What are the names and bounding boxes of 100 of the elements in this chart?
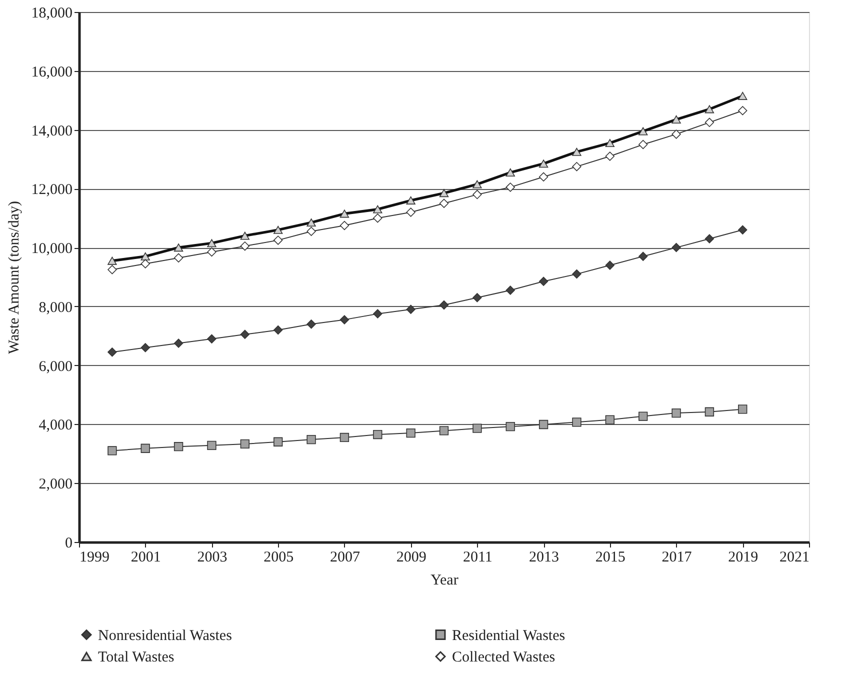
point bbox=[240, 232, 250, 240]
point bbox=[704, 105, 714, 114]
x-axis-title: Year bbox=[430, 572, 458, 588]
point bbox=[538, 420, 548, 430]
point bbox=[140, 343, 150, 352]
point bbox=[140, 252, 150, 260]
point bbox=[672, 115, 681, 124]
point bbox=[174, 253, 184, 262]
point bbox=[738, 225, 748, 234]
point bbox=[572, 269, 582, 279]
x-tick-label: 2015 bbox=[595, 550, 626, 566]
point bbox=[638, 127, 648, 136]
point bbox=[240, 439, 250, 449]
y-tick-label: 0 bbox=[65, 536, 72, 552]
point bbox=[174, 442, 184, 452]
y-tick-label: 14,000 bbox=[31, 123, 72, 140]
x-tick-label: 2007 bbox=[330, 550, 360, 566]
point bbox=[605, 415, 614, 424]
point bbox=[108, 446, 117, 456]
point bbox=[373, 205, 382, 214]
point bbox=[638, 252, 648, 261]
y-tick-label: 2,000 bbox=[38, 476, 72, 493]
x-tick-label: 2019 bbox=[728, 550, 758, 566]
x-tick-label: 2011 bbox=[462, 550, 492, 566]
point bbox=[306, 218, 316, 227]
point bbox=[672, 408, 681, 418]
point bbox=[108, 256, 117, 265]
point bbox=[506, 168, 515, 176]
x-tick-label: 2003 bbox=[197, 550, 228, 566]
point bbox=[240, 330, 250, 339]
x-tick-label: 2009 bbox=[396, 550, 426, 566]
y-axis-title: Waste Amount (tons/day) bbox=[6, 201, 22, 354]
point bbox=[340, 210, 350, 218]
point bbox=[340, 315, 350, 324]
point bbox=[240, 242, 250, 251]
point bbox=[738, 404, 748, 414]
point bbox=[306, 320, 316, 329]
point bbox=[704, 118, 714, 127]
point bbox=[672, 130, 681, 139]
x-tick-label: 2021 bbox=[780, 550, 810, 566]
y-tick-label: 16,000 bbox=[31, 64, 72, 80]
point bbox=[108, 265, 117, 274]
point bbox=[306, 226, 316, 236]
point bbox=[672, 242, 681, 252]
point bbox=[704, 407, 714, 416]
point bbox=[406, 196, 416, 204]
point bbox=[439, 189, 449, 198]
point bbox=[274, 236, 283, 245]
point bbox=[306, 434, 316, 444]
point bbox=[439, 198, 449, 208]
legend-label: Collected Wastes bbox=[452, 650, 556, 666]
point bbox=[108, 348, 117, 357]
point bbox=[472, 180, 482, 188]
point bbox=[605, 152, 614, 161]
legend-label: Residential Wastes bbox=[452, 628, 566, 644]
point bbox=[704, 234, 714, 244]
y-tick-label: 10,000 bbox=[31, 241, 72, 258]
x-tick-label: 2005 bbox=[264, 550, 294, 566]
x-tick-label: 2001 bbox=[130, 550, 161, 566]
point bbox=[572, 162, 582, 172]
point bbox=[506, 182, 515, 192]
point bbox=[207, 334, 216, 344]
point bbox=[538, 276, 548, 286]
point bbox=[174, 244, 184, 252]
point bbox=[572, 148, 582, 156]
point bbox=[174, 338, 184, 348]
point bbox=[406, 208, 416, 217]
point bbox=[605, 139, 614, 148]
point bbox=[140, 259, 150, 268]
legend-label: Total Wastes bbox=[98, 650, 174, 666]
point bbox=[373, 309, 382, 318]
point bbox=[340, 432, 350, 442]
x-tick-label: 2013 bbox=[529, 550, 560, 566]
y-tick-label: 18,000 bbox=[31, 6, 72, 22]
y-tick-label: 4,000 bbox=[38, 418, 72, 434]
y-tick-label: 8,000 bbox=[38, 300, 72, 316]
point bbox=[538, 160, 548, 168]
point bbox=[274, 437, 283, 446]
legend-label: Nonresidential Wastes bbox=[98, 628, 232, 644]
y-tick-label: 12,000 bbox=[31, 182, 72, 198]
point bbox=[472, 190, 482, 200]
point bbox=[506, 286, 515, 295]
point bbox=[538, 172, 548, 182]
point bbox=[572, 418, 582, 427]
point bbox=[373, 430, 382, 440]
point bbox=[406, 304, 416, 314]
point bbox=[207, 247, 216, 257]
point bbox=[207, 239, 216, 248]
point bbox=[439, 300, 449, 310]
point bbox=[340, 220, 350, 230]
point bbox=[274, 226, 283, 234]
point bbox=[605, 260, 614, 270]
point bbox=[406, 428, 416, 438]
point bbox=[207, 440, 216, 450]
point bbox=[506, 422, 515, 432]
y-tick-label: 6,000 bbox=[38, 358, 72, 375]
point bbox=[439, 426, 449, 436]
point bbox=[638, 140, 648, 150]
point bbox=[472, 293, 482, 302]
point bbox=[373, 214, 382, 223]
